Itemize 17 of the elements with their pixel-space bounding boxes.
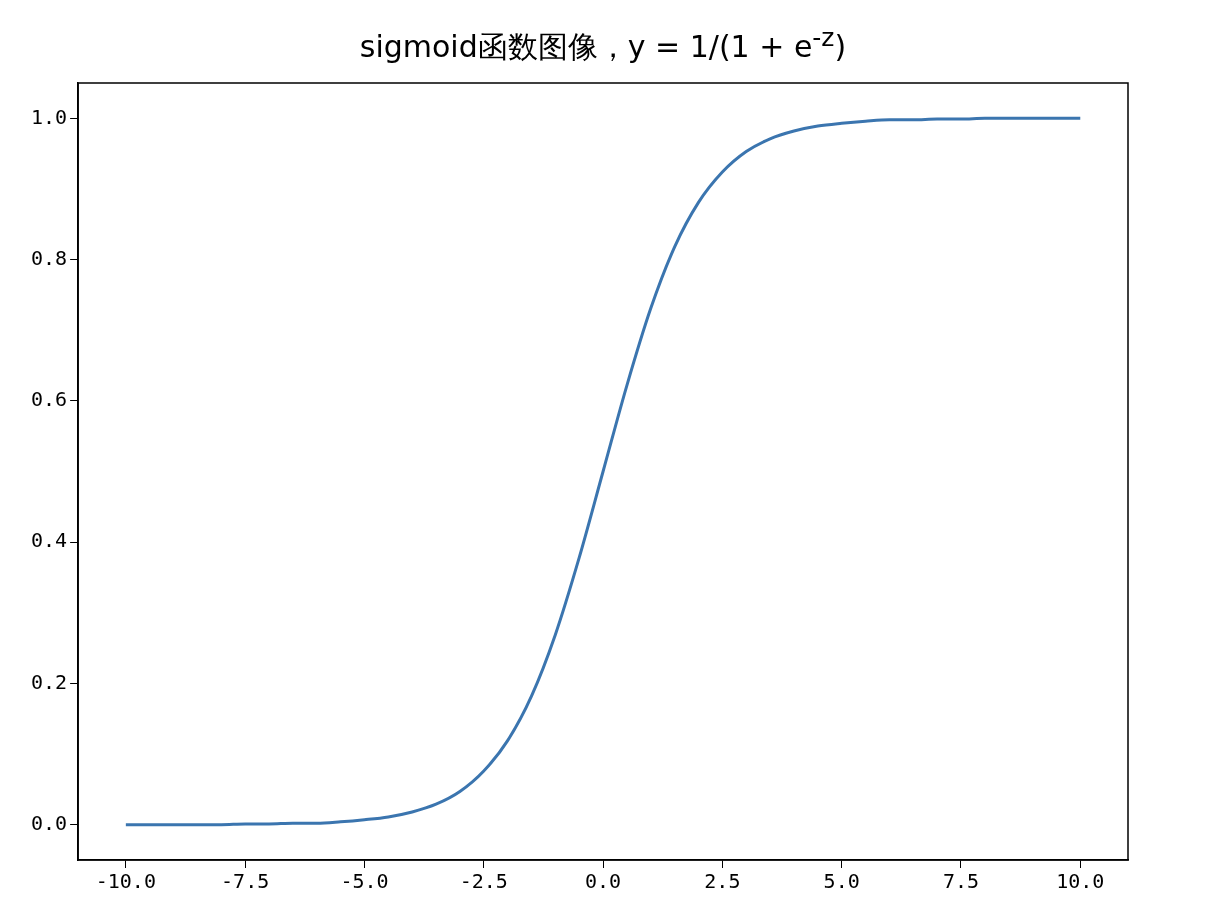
y-tick-label: 0.4 bbox=[31, 528, 68, 553]
x-tick-label: 2.5 bbox=[704, 869, 741, 894]
y-tick-label: 0.6 bbox=[31, 387, 68, 412]
y-tick-label: 0.2 bbox=[31, 669, 68, 694]
chart-title: sigmoid函数图像，y = 1/(1 + e$^{-z}$) bbox=[358, 22, 848, 66]
x-tick-label: 7.5 bbox=[942, 869, 980, 894]
line-series bbox=[124, 116, 1082, 827]
x-tick-label: 5.0 bbox=[823, 869, 860, 894]
x-tick-label: -2.5 bbox=[459, 869, 508, 894]
y-tick-label: 0.8 bbox=[31, 245, 68, 270]
x-tick-label: -10.0 bbox=[95, 869, 156, 894]
x-tick-label: -5.0 bbox=[340, 869, 389, 894]
x-tick-label: 0.0 bbox=[585, 869, 622, 894]
y-tick-label: 0.0 bbox=[31, 810, 68, 835]
x-tick-label: -7.5 bbox=[221, 869, 270, 894]
y-tick-label: 1.0 bbox=[31, 104, 68, 129]
x-tick-label: 10.0 bbox=[1056, 869, 1105, 894]
